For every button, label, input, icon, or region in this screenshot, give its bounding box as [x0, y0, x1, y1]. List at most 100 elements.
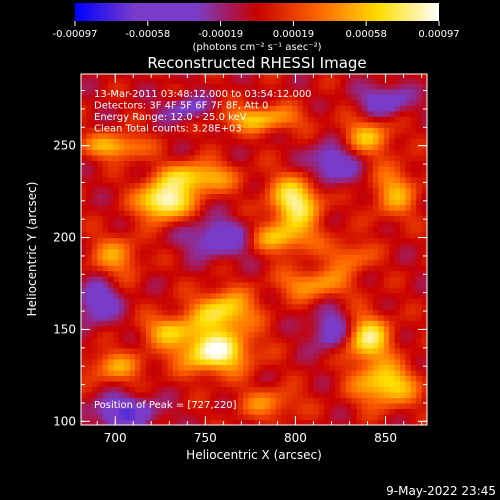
heatmap-cell: [378, 375, 385, 382]
heatmap-cell: [210, 182, 217, 189]
heatmap-cell: [226, 298, 233, 305]
heatmap-cell: [308, 221, 315, 228]
heatmap-cell: [378, 204, 385, 211]
heatmap-cell: [221, 187, 228, 195]
heatmap-cell: [378, 116, 385, 123]
heatmap-cell: [291, 320, 298, 327]
heatmap-cell: [275, 116, 282, 123]
heatmap-cell: [210, 165, 217, 172]
heatmap-cell: [226, 276, 233, 283]
heatmap-cell: [156, 160, 163, 167]
heatmap-cell: [356, 121, 363, 128]
heatmap-cell: [313, 358, 320, 365]
heatmap-cell: [113, 248, 120, 255]
heatmap-cell: [281, 132, 288, 139]
heatmap-cell: [102, 270, 109, 277]
heatmap-cell: [216, 88, 223, 95]
heatmap-cell: [199, 314, 206, 321]
heatmap-cell: [318, 413, 325, 421]
heatmap-cell: [270, 314, 277, 321]
heatmap-cell: [237, 347, 244, 354]
heatmap-cell: [313, 336, 320, 343]
heatmap-cell: [281, 248, 288, 255]
heatmap-cell: [378, 413, 385, 421]
heatmap-cell: [254, 353, 261, 360]
heatmap-cell: [254, 287, 261, 294]
heatmap-cell: [259, 143, 266, 150]
heatmap-cell: [216, 270, 223, 277]
heatmap-cell: [291, 187, 298, 195]
heatmap-cell: [124, 325, 131, 332]
heatmap-cell: [291, 132, 298, 139]
heatmap-cell: [405, 314, 412, 321]
heatmap-cell: [351, 127, 358, 134]
heatmap-cell: [259, 121, 266, 128]
heatmap-cell: [302, 94, 309, 101]
heatmap-cell: [81, 149, 88, 156]
heatmap-cell: [108, 105, 115, 112]
heatmap-cell: [308, 287, 315, 294]
heatmap-cell: [113, 270, 120, 277]
heatmap-cell: [172, 419, 179, 426]
heatmap-cell: [378, 397, 385, 404]
heatmap-cell: [205, 254, 212, 261]
heatmap-cell: [135, 99, 142, 106]
heatmap-cell: [237, 154, 244, 161]
heatmap-cell: [183, 149, 190, 156]
heatmap-cell: [275, 138, 282, 145]
heatmap-cell: [270, 248, 277, 255]
heatmap-cell: [91, 248, 98, 255]
heatmap-cell: [129, 77, 136, 84]
heatmap-cell: [362, 325, 369, 332]
heatmap-cell: [389, 105, 396, 112]
heatmap-cell: [345, 154, 352, 161]
heatmap-cell: [108, 149, 115, 156]
heatmap-cell: [416, 171, 423, 178]
heatmap-cell: [183, 314, 190, 321]
heatmap-cell: [308, 353, 315, 360]
heatmap-cell: [254, 298, 261, 305]
heatmap-cell: [91, 292, 98, 299]
heatmap-cell: [367, 320, 374, 327]
heatmap-cell: [399, 276, 406, 283]
heatmap-cell: [281, 94, 288, 101]
heatmap-cell: [167, 248, 174, 255]
heatmap-cell: [416, 116, 423, 123]
heatmap-cell: [113, 110, 120, 117]
heatmap-cell: [297, 138, 304, 145]
heatmap-cell: [135, 110, 142, 117]
heatmap-cell: [172, 287, 179, 294]
heatmap-cell: [345, 171, 352, 178]
heatmap-cell: [254, 221, 261, 228]
heatmap-cell: [97, 88, 104, 95]
heatmap-cell: [226, 292, 233, 299]
heatmap-cell: [313, 127, 320, 134]
heatmap-cell: [324, 176, 331, 184]
heatmap-cell: [199, 336, 206, 343]
heatmap-cell: [275, 281, 282, 288]
heatmap-cell: [151, 419, 158, 426]
heatmap-cell: [302, 99, 309, 106]
heatmap-cell: [313, 380, 320, 388]
heatmap-cell: [405, 292, 412, 299]
heatmap-cell: [286, 143, 293, 150]
heatmap-cell: [264, 287, 271, 294]
heatmap-cell: [329, 386, 336, 393]
heatmap-cell: [421, 270, 428, 277]
heatmap-cell: [243, 386, 250, 393]
heatmap-cell: [383, 325, 390, 332]
heatmap-cell: [345, 369, 352, 376]
heatmap-cell: [91, 397, 98, 404]
heatmap-cell: [356, 364, 363, 371]
heatmap-cell: [356, 408, 363, 415]
heatmap-cell: [286, 276, 293, 283]
heatmap-cell: [145, 105, 152, 112]
heatmap-cell: [297, 226, 304, 233]
heatmap-cell: [248, 237, 255, 244]
heatmap-cell: [216, 353, 223, 360]
heatmap-cell: [178, 105, 185, 112]
heatmap-cell: [199, 309, 206, 316]
heatmap-cell: [248, 254, 255, 261]
heatmap-cell: [297, 276, 304, 283]
heatmap-cell: [199, 243, 206, 250]
